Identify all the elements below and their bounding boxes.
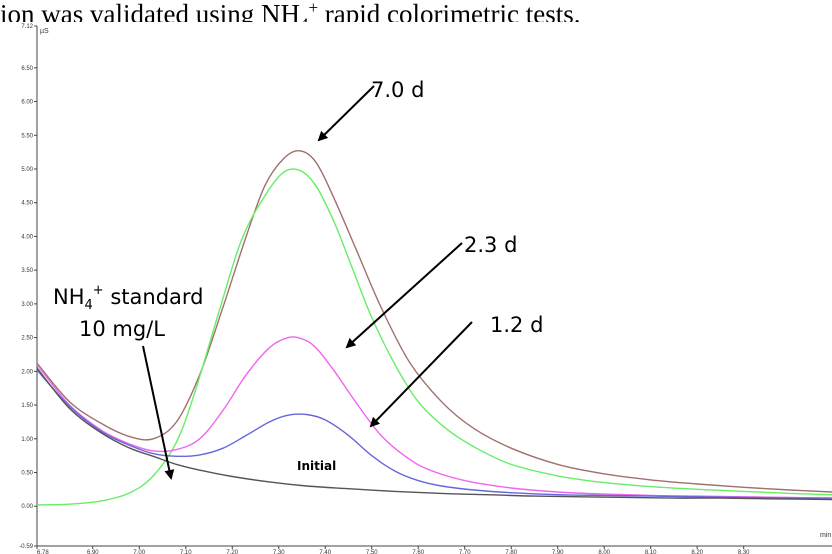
y-tick-label: 6.50 (21, 66, 33, 72)
y-tick-label: 1.00 (21, 437, 33, 443)
x-tick-label: 8.30 (738, 550, 750, 554)
y-tick-label: 4.00 (21, 234, 33, 240)
y-tick-label: 4.50 (21, 201, 33, 207)
y-tick-label: 0.00 (21, 504, 33, 510)
y-tick-label: 5.00 (21, 167, 33, 173)
nh4-rest: standard (104, 285, 204, 309)
x-tick-label: 6.90 (87, 550, 99, 554)
y-tick-label: 6.00 (21, 100, 33, 106)
x-ticks: 6.78 6.90 7.00 7.10 7.20 7.30 7.40 7.50 7.60 7.70… (36, 546, 750, 554)
x-axis-unit: min (820, 532, 831, 539)
y-tick-label: -0.59 (19, 544, 33, 550)
arrow-1-2d (369, 321, 473, 428)
y-ticks: 7.12 6.50 6.00 5.50 5.00 4.50 4.00 3.50 3.00 2.50… (19, 24, 37, 550)
annotation-1-2d: 1.2 d (490, 313, 543, 337)
caption-sub: 4 (300, 14, 309, 22)
x-tick-label: 8.00 (598, 550, 610, 554)
y-tick-label: 2.50 (21, 336, 33, 342)
x-tick-label: 7.30 (273, 550, 285, 554)
annotations: 7.0 d 2.3 d 1.2 d NH4+ standard 10 mg/L … (53, 78, 543, 480)
nh4-nh: NH (53, 285, 85, 309)
caption: ion was validated using NH4+ rapid color… (0, 0, 832, 22)
caption-pre: ion was validated using NH (0, 0, 300, 22)
x-tick-label: 7.10 (180, 550, 192, 554)
x-tick-label: 8.10 (645, 550, 657, 554)
y-tick-label: 3.50 (21, 268, 33, 274)
x-tick-label: 7.70 (459, 550, 471, 554)
y-tick-label: 7.12 (21, 24, 33, 30)
y-tick-label: 1.50 (21, 403, 33, 409)
x-tick-label: 7.20 (226, 550, 238, 554)
y-tick-label: 3.00 (21, 302, 33, 308)
caption-sup: + (308, 0, 319, 17)
y-axis-unit: µS (40, 28, 49, 35)
axes: µS min (36, 26, 832, 547)
x-tick-label: 7.00 (133, 550, 145, 554)
series-line-4 (36, 367, 832, 501)
annotation-initial: Initial (297, 459, 336, 473)
x-tick-label: 6.78 (37, 550, 49, 554)
series-line-0 (36, 150, 832, 493)
x-tick-label: 7.60 (412, 550, 424, 554)
annotation-nh4-line1: NH4+ standard (53, 283, 204, 313)
nh4-sup: + (93, 283, 104, 298)
annotation-nh4-line2: 10 mg/L (79, 317, 165, 341)
arrow-2-3d (345, 242, 463, 349)
y-tick-label: 2.00 (21, 369, 33, 375)
arrow-7d (317, 85, 375, 142)
annotation-2-3d: 2.3 d (464, 233, 517, 257)
series-line-3 (36, 369, 832, 499)
x-tick-label: 7.50 (366, 550, 378, 554)
arrow-nh4 (142, 345, 175, 480)
series-line-2 (36, 336, 832, 499)
x-tick-label: 7.80 (505, 550, 517, 554)
y-tick-label: 0.50 (21, 470, 33, 476)
x-tick-label: 7.90 (552, 550, 564, 554)
annotation-7d: 7.0 d (371, 78, 424, 102)
x-tick-label: 8.20 (691, 550, 703, 554)
caption-post: rapid colorimetric tests. (318, 0, 581, 22)
x-tick-label: 7.40 (319, 550, 331, 554)
nh4-sub: 4 (85, 298, 93, 313)
y-tick-label: 5.50 (21, 133, 33, 139)
